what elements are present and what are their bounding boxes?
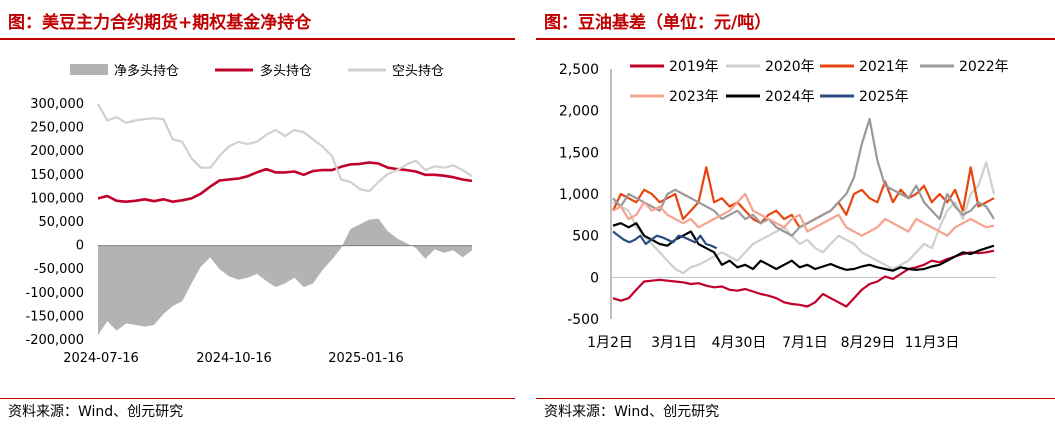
right-chart-svg: -500 0 500 1,000 1,500 2,000 2,500 1月2日 3月1日 4月30…	[559, 59, 1009, 351]
legend-label-2021: 2021年	[859, 59, 909, 75]
series-line-2021	[612, 166, 995, 229]
series-line-2020	[612, 161, 996, 275]
legend-label-2019: 2019年	[669, 59, 719, 75]
left-chart-svg: -200,000 -150,000 -100,000 -50,000 0 50,000 10…	[26, 63, 473, 366]
left-chart-title: 图：美豆主力合约期货+期权基金净持仓	[8, 13, 312, 33]
y-tick-label: -100,000	[26, 286, 84, 301]
y-tick-label: -500	[567, 312, 599, 328]
x-tick-label: 1月2日	[587, 335, 633, 351]
short-position-line	[97, 103, 473, 193]
series-line-2022	[612, 117, 995, 237]
x-tick-label: 2025-01-16	[328, 351, 404, 366]
right-source-rule	[536, 398, 1055, 399]
legend-label-2022: 2022年	[959, 59, 1009, 75]
x-tick-label: 2024-07-16	[63, 351, 139, 366]
series-line-2023	[612, 192, 995, 237]
right-legend: 2019年 2020年 2021年 2022年 2023年 2024年 2025年	[630, 59, 1009, 105]
net-long-area	[98, 218, 472, 336]
legend-label-2020: 2020年	[765, 59, 815, 75]
legend-label-net-long: 净多头持仓	[114, 63, 179, 79]
legend-label-short: 空头持仓	[392, 64, 444, 79]
left-chart-panel: 图：美豆主力合约期货+期权基金净持仓 -200,000 -150,000 -100,…	[0, 0, 515, 425]
legend-swatch-net-long	[70, 64, 108, 75]
x-tick-label: 4月30日	[712, 335, 767, 351]
y-tick-label: 100,000	[30, 191, 84, 206]
y-tick-label: 300,000	[30, 97, 84, 112]
legend-label-2023: 2023年	[669, 89, 719, 105]
left-source-text: 资料来源：Wind、创元研究	[8, 404, 184, 420]
x-tick-label: 7月1日	[782, 335, 828, 351]
y-tick-label: 200,000	[30, 144, 84, 159]
series-line-2019	[612, 249, 995, 308]
right-chart-panel: 图：豆油基差（单位：元/吨） -500 0 500 1,000 1,500 2,000 2,…	[536, 0, 1055, 425]
y-tick-label: 500	[572, 229, 599, 245]
y-tick-label: 1,000	[559, 187, 599, 203]
y-tick-label: 0	[590, 270, 599, 286]
left-legend: 净多头持仓 多头持仓 空头持仓	[70, 63, 444, 79]
y-tick-label: 150,000	[30, 168, 84, 183]
y-tick-label: 2,000	[559, 104, 599, 120]
y-tick-label: -150,000	[26, 309, 84, 324]
left-source-rule	[0, 398, 515, 399]
legend-label-long: 多头持仓	[260, 63, 312, 79]
x-tick-label: 11月3日	[905, 335, 960, 351]
right-title-rule	[536, 38, 1055, 40]
y-tick-label: 250,000	[30, 121, 84, 136]
y-tick-label: 50,000	[39, 215, 85, 230]
right-chart-title: 图：豆油基差（单位：元/吨）	[544, 13, 772, 33]
legend-label-2024: 2024年	[765, 89, 815, 105]
y-tick-label: 1,500	[559, 145, 599, 161]
right-source-text: 资料来源：Wind、创元研究	[544, 404, 720, 420]
legend-label-2025: 2025年	[859, 89, 909, 105]
x-tick-label: 8月29日	[841, 335, 896, 351]
y-tick-label: -50,000	[34, 262, 84, 277]
y-tick-label: 0	[76, 239, 84, 254]
x-tick-label: 2024-10-16	[196, 351, 272, 366]
y-tick-label: -200,000	[26, 333, 84, 348]
long-position-line	[97, 161, 473, 203]
series-line-2025	[612, 230, 718, 250]
y-tick-label: 2,500	[559, 62, 599, 78]
left-title-rule	[0, 38, 515, 40]
x-tick-label: 3月1日	[651, 335, 697, 351]
